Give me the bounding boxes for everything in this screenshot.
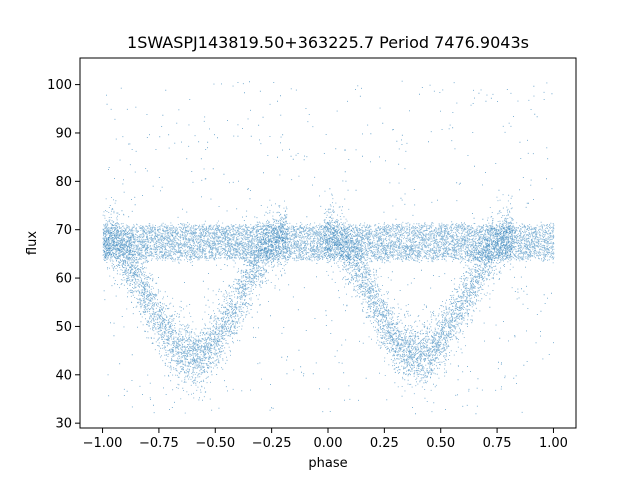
y-tick-label: 80 xyxy=(55,175,72,190)
y-tick-label: 90 xyxy=(55,126,72,141)
y-tick-label: 40 xyxy=(55,368,72,383)
x-tick-label: −1.00 xyxy=(83,436,123,451)
y-tick-label: 30 xyxy=(55,417,72,432)
scatter-points-band xyxy=(102,220,555,266)
x-tick-label: 0.25 xyxy=(370,436,399,451)
scatter-points-dip xyxy=(102,190,514,414)
y-tick-label: 70 xyxy=(55,223,72,238)
y-axis-label: flux xyxy=(25,231,40,255)
x-axis-label: phase xyxy=(308,456,347,471)
x-tick-label: −0.25 xyxy=(252,436,292,451)
scatter-points xyxy=(102,80,555,415)
y-tick-label: 100 xyxy=(47,78,72,93)
y-tick-label: 50 xyxy=(55,320,72,335)
x-tick-label: 0.50 xyxy=(426,436,455,451)
y-axis-ticks: 30 40 50 60 70 80 90 100 xyxy=(47,78,80,432)
x-tick-label: 0.75 xyxy=(483,436,512,451)
x-tick-label: −0.50 xyxy=(195,436,235,451)
x-tick-label: 1.00 xyxy=(539,436,568,451)
y-tick-label: 60 xyxy=(55,272,72,287)
x-axis-ticks: −1.00 −0.75 −0.50 −0.25 0.00 0.25 0.50 0.75 1.00 xyxy=(83,428,568,451)
chart-title: 1SWASPJ143819.50+363225.7 Period 7476.90… xyxy=(127,33,529,52)
x-tick-label: −0.75 xyxy=(139,436,179,451)
x-tick-label: 0.00 xyxy=(314,436,343,451)
